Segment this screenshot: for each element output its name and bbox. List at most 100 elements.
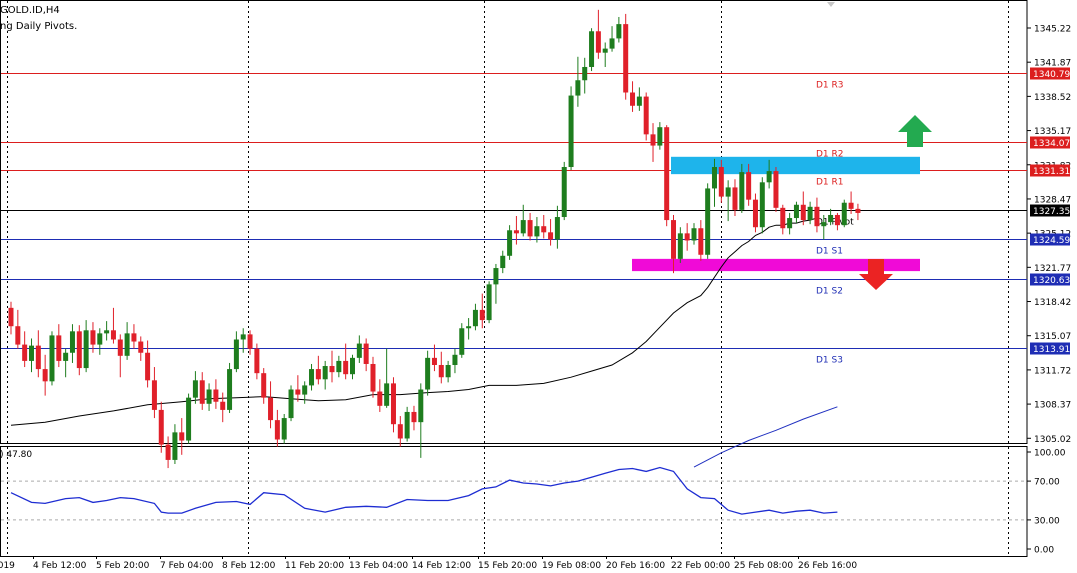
candle bbox=[329, 350, 335, 383]
rsi-value-label: ) 47.80 bbox=[0, 450, 33, 460]
candle bbox=[151, 367, 157, 419]
chart-shift-marker-icon bbox=[827, 2, 835, 7]
arrow-up-icon bbox=[898, 115, 932, 147]
time-tick-label: 25 Feb 08:00 bbox=[734, 561, 793, 571]
candle bbox=[76, 325, 82, 376]
pivot-price-tag bbox=[1030, 342, 1070, 355]
time-tick-label: 13 Feb 04:00 bbox=[349, 561, 408, 571]
candle bbox=[752, 193, 758, 233]
candle bbox=[363, 338, 369, 372]
candle bbox=[240, 328, 246, 353]
candle bbox=[233, 331, 239, 373]
candle bbox=[602, 42, 608, 67]
rsi-tick-label: 100.00 bbox=[1034, 449, 1066, 459]
candle bbox=[520, 204, 526, 237]
rsi-tick-label: 30.00 bbox=[1034, 516, 1060, 526]
candle bbox=[650, 123, 656, 162]
candle bbox=[746, 163, 752, 206]
candle bbox=[97, 328, 103, 355]
candle bbox=[855, 203, 861, 221]
candle bbox=[322, 360, 328, 390]
rsi-panel-frame bbox=[0, 446, 1028, 557]
candle bbox=[493, 263, 499, 304]
candle bbox=[42, 354, 48, 396]
candle bbox=[732, 179, 738, 216]
rsi-panel: 100.00 70.00 30.00 0.00 bbox=[1, 449, 1066, 556]
candle bbox=[206, 383, 212, 411]
candle bbox=[404, 406, 410, 442]
price-tick-label: 1345.22 bbox=[1034, 25, 1071, 35]
candle bbox=[179, 418, 185, 455]
candle bbox=[124, 322, 130, 360]
candle bbox=[431, 344, 437, 372]
candle bbox=[677, 227, 683, 263]
candle bbox=[165, 436, 171, 469]
pivot-price-tag bbox=[1030, 233, 1070, 246]
candle bbox=[513, 215, 519, 245]
price-tick-label: 1308.37 bbox=[1034, 401, 1071, 411]
candles bbox=[8, 9, 861, 469]
candle bbox=[725, 180, 731, 222]
candle bbox=[227, 362, 233, 413]
pivot-price-tag bbox=[1030, 164, 1070, 177]
candle bbox=[370, 356, 376, 398]
price-tick-label: 1328.47 bbox=[1034, 195, 1071, 205]
candle bbox=[261, 368, 267, 404]
candle bbox=[63, 348, 69, 378]
candle bbox=[664, 125, 670, 227]
candle bbox=[343, 343, 349, 380]
time-tick-label: 4 Feb 12:00 bbox=[33, 561, 87, 571]
candle bbox=[595, 9, 601, 59]
time-tick-label: 11 Feb 20:00 bbox=[285, 561, 344, 571]
price-tick-label: 1341.87 bbox=[1034, 59, 1071, 69]
candle bbox=[49, 331, 55, 386]
candle bbox=[609, 26, 615, 52]
candle bbox=[616, 16, 622, 43]
pivot-price-tag bbox=[1030, 204, 1070, 217]
arrow-down-icon bbox=[859, 259, 893, 290]
candle bbox=[718, 159, 724, 203]
candle bbox=[479, 293, 485, 329]
time-tick-label: 26 Feb 16:00 bbox=[798, 561, 857, 571]
candle bbox=[459, 323, 465, 358]
candle bbox=[691, 223, 697, 245]
candle bbox=[841, 199, 847, 228]
candle bbox=[548, 219, 554, 246]
candle bbox=[568, 86, 574, 171]
candle bbox=[807, 201, 813, 225]
candle bbox=[466, 318, 472, 340]
candle bbox=[630, 81, 636, 112]
candle bbox=[390, 377, 396, 433]
candle bbox=[315, 355, 321, 385]
candle bbox=[377, 379, 383, 412]
support-zone-magenta bbox=[632, 258, 920, 272]
time-tick-label: 8 Feb 12:00 bbox=[222, 561, 276, 571]
candle bbox=[138, 336, 144, 361]
pivot-price-tag-text: 1320.63 bbox=[1033, 276, 1070, 286]
pivot-price-tag-text: 1340.79 bbox=[1033, 70, 1070, 80]
rsi-line bbox=[10, 466, 838, 515]
candle bbox=[302, 381, 308, 404]
pivot-price-tag-text: 1327.35 bbox=[1033, 207, 1070, 217]
candle bbox=[445, 360, 451, 383]
candle bbox=[397, 416, 403, 447]
time-axis: 2019 4 Feb 12:00 5 Feb 20:00 7 Feb 04:00 8 F… bbox=[0, 556, 857, 571]
pivot-price-tag-text: 1331.31 bbox=[1033, 167, 1070, 177]
candle bbox=[247, 330, 253, 355]
candle bbox=[671, 214, 677, 274]
candle bbox=[554, 205, 560, 249]
candle bbox=[295, 375, 301, 402]
candle bbox=[288, 385, 294, 422]
candle bbox=[158, 401, 164, 453]
candle bbox=[500, 250, 506, 274]
candle bbox=[172, 424, 178, 465]
candle bbox=[507, 225, 513, 260]
candle bbox=[186, 393, 192, 444]
price-tick-label: 1305.02 bbox=[1034, 435, 1071, 445]
candle bbox=[711, 158, 717, 207]
time-tick-label: 15 Feb 20:00 bbox=[478, 561, 537, 571]
pivot-price-tag-text: 1334.07 bbox=[1033, 139, 1070, 149]
resistance-zone-blue bbox=[671, 156, 920, 175]
candle bbox=[199, 372, 205, 410]
